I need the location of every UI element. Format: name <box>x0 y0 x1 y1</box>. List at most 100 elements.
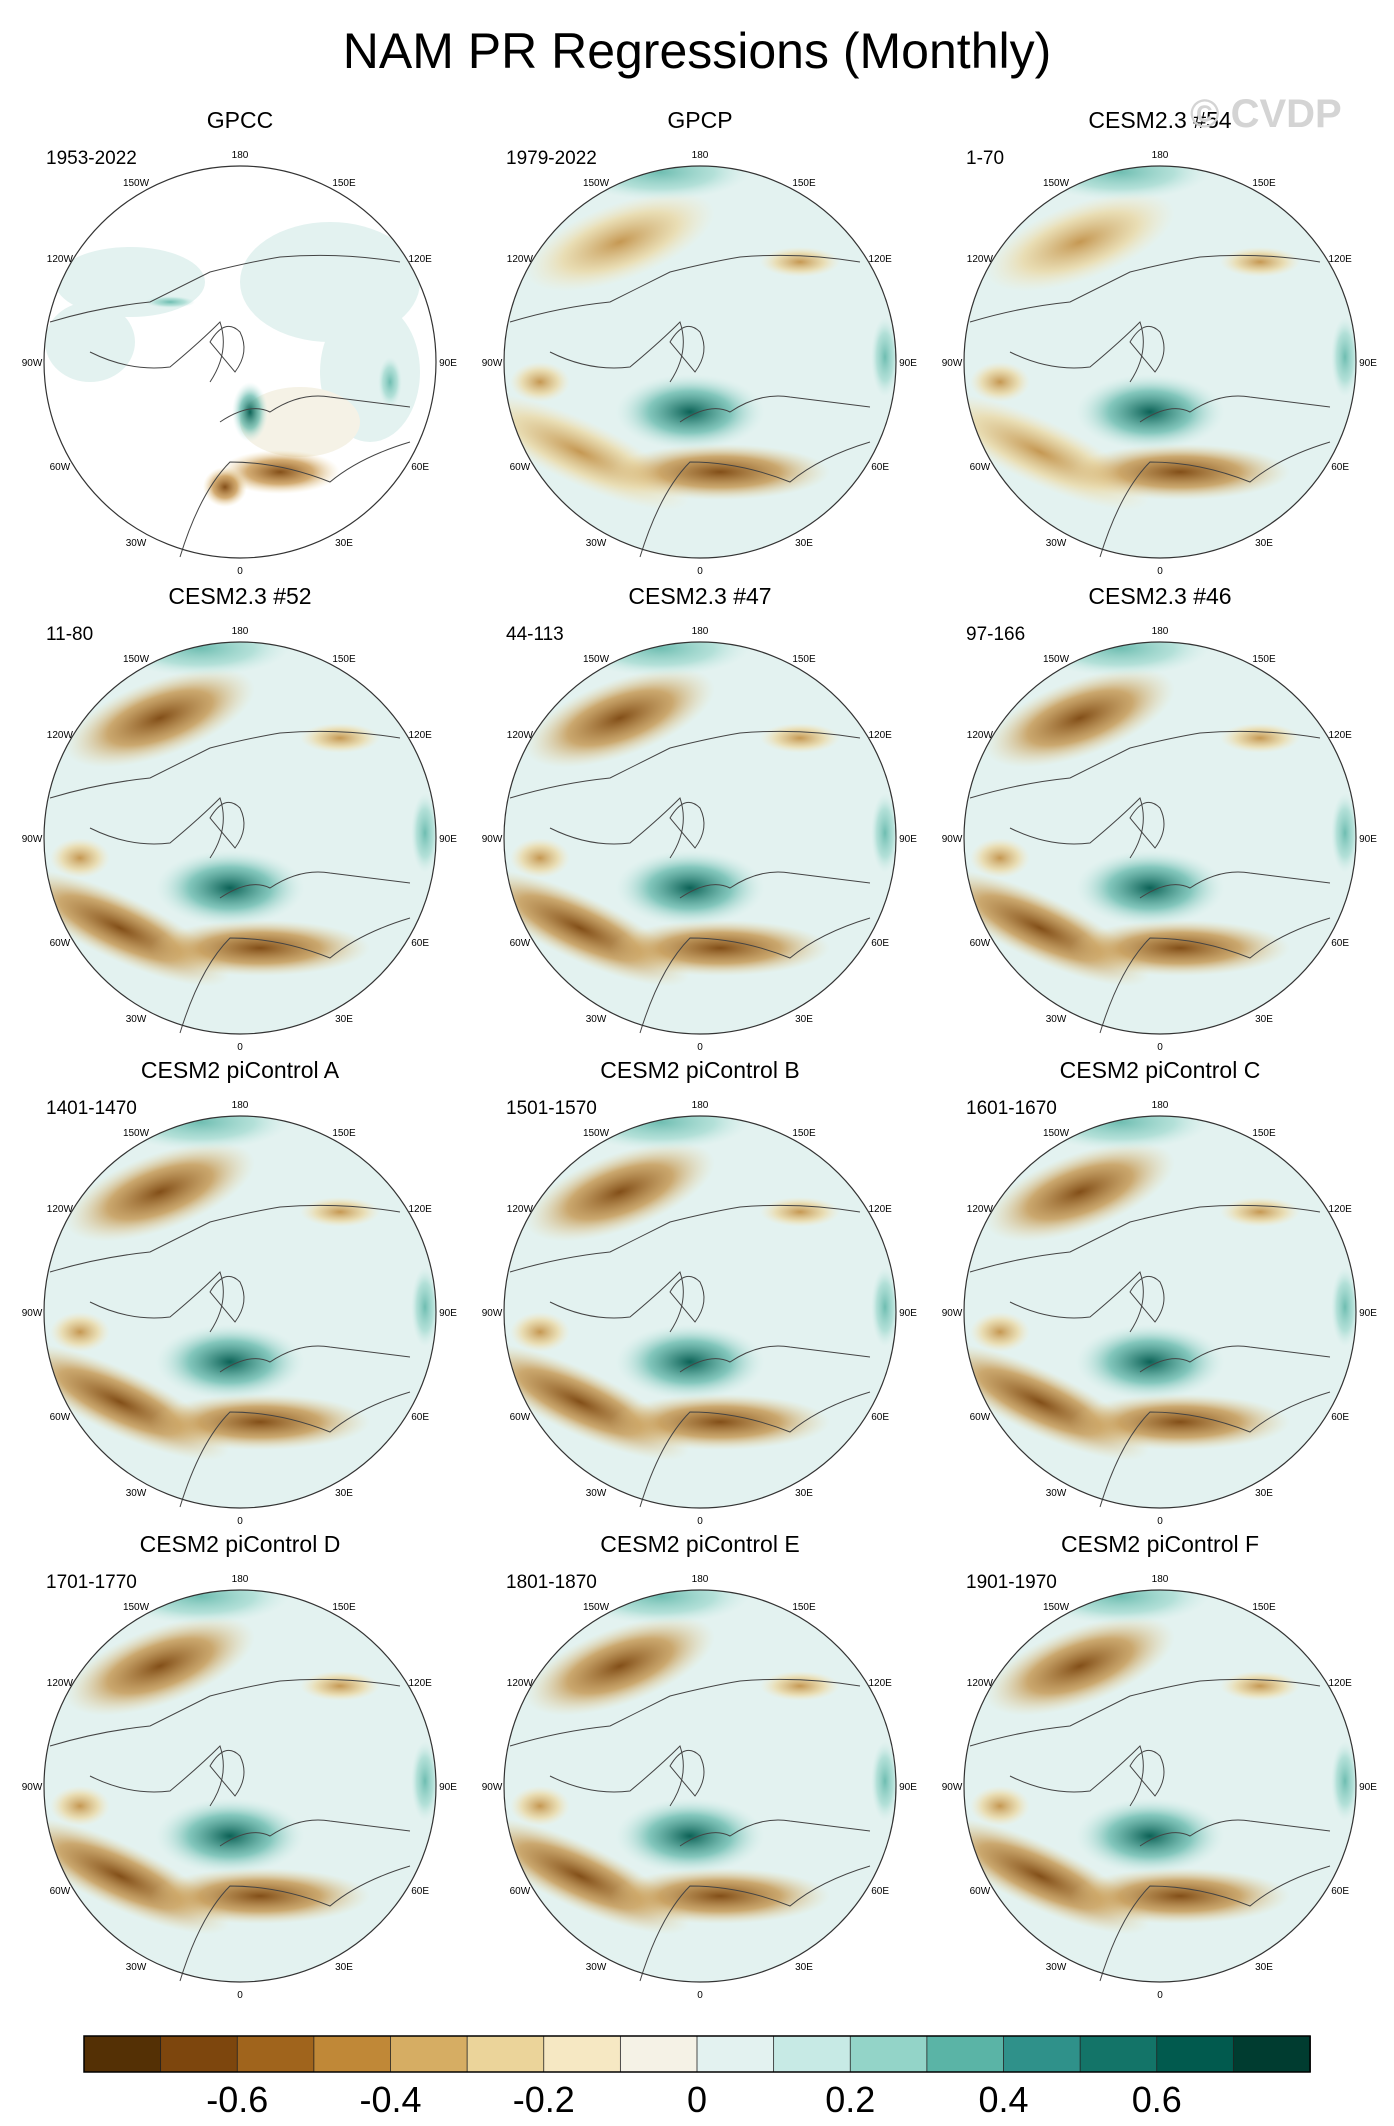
longitude-label: 90W <box>942 834 963 845</box>
longitude-label: 30E <box>1255 538 1273 549</box>
panel-title: CESM2.3 #52 <box>168 583 311 609</box>
coastlines <box>969 1204 1331 1508</box>
longitude-label: 30W <box>586 1962 607 1973</box>
longitude-label: 120W <box>507 730 534 741</box>
longitude-label: 90E <box>439 358 457 369</box>
colorbar-swatch <box>160 2035 239 2073</box>
longitude-label: 120W <box>47 1204 74 1215</box>
coastlines <box>49 730 411 1034</box>
longitude-label: 150W <box>123 1128 150 1139</box>
longitude-label: 90E <box>439 1782 457 1793</box>
longitude-label: 180 <box>692 626 709 637</box>
longitude-label: 120W <box>47 730 74 741</box>
figure-title: NAM PR Regressions (Monthly) <box>342 23 1052 79</box>
longitude-label: 60W <box>510 462 531 473</box>
longitude-label: 150E <box>792 654 816 665</box>
longitude-label: 30W <box>126 1488 147 1499</box>
regression-field <box>44 1116 436 1461</box>
longitude-label: 0 <box>1157 1990 1163 2001</box>
longitude-label: 0 <box>697 566 703 577</box>
longitude-label: 150E <box>332 1602 356 1613</box>
longitude-label: 30E <box>1255 1488 1273 1499</box>
coastlines <box>509 254 871 558</box>
period-label: 1601-1670 <box>966 1098 1057 1119</box>
colorbar-swatch <box>83 2035 162 2073</box>
longitude-label: 60W <box>510 1886 531 1897</box>
longitude-label: 150E <box>332 178 356 189</box>
map-boundary <box>43 1589 437 1983</box>
map-panel: 180 150E 120E 90E 60E 30E 0 30W 60W 90W 120W 150W CE… <box>942 1057 1378 1527</box>
colorbar-swatch <box>849 2035 928 2073</box>
longitude-label: 150W <box>583 654 610 665</box>
longitude-label: 90W <box>22 834 43 845</box>
longitude-label: 30W <box>126 538 147 549</box>
map-boundary <box>963 165 1357 559</box>
longitude-label: 120W <box>507 254 534 265</box>
longitude-label: 150E <box>332 654 356 665</box>
longitude-label: 60E <box>1331 1412 1349 1423</box>
longitude-label: 150W <box>1043 178 1070 189</box>
longitude-label: 60E <box>411 462 429 473</box>
longitude-label: 30E <box>1255 1962 1273 1973</box>
regression-field <box>44 222 420 558</box>
map-boundary <box>963 1589 1357 1983</box>
longitude-label: 180 <box>232 150 249 161</box>
longitude-label: 150W <box>1043 654 1070 665</box>
longitude-label: 90E <box>1359 834 1377 845</box>
panel-title: CESM2 piControl E <box>600 1531 799 1557</box>
longitude-label: 90E <box>1359 1782 1377 1793</box>
longitude-label: 90E <box>899 1308 917 1319</box>
coastlines <box>49 1204 411 1508</box>
coastlines <box>509 1678 871 1982</box>
colorbar-tick-label: 0.4 <box>978 2079 1028 2120</box>
period-label: 97-166 <box>966 624 1025 645</box>
coastlines <box>509 1204 871 1508</box>
longitude-label: 150E <box>792 1602 816 1613</box>
longitude-label: 120W <box>967 1678 994 1689</box>
coastlines <box>49 1678 411 1982</box>
longitude-label: 90E <box>1359 358 1377 369</box>
longitude-label: 180 <box>1152 1574 1169 1585</box>
map-boundary <box>43 1115 437 1509</box>
longitude-label: 90E <box>1359 1308 1377 1319</box>
map-panel: 180 150E 120E 90E 60E 30E 0 30W 60W 90W 120W 150W CE… <box>22 1057 458 1527</box>
longitude-label: 180 <box>232 1574 249 1585</box>
longitude-label: 150E <box>792 178 816 189</box>
longitude-label: 0 <box>1157 1516 1163 1527</box>
map-panel: 180 150E 120E 90E 60E 30E 0 30W 60W 90W 120W 150W GP… <box>22 107 458 577</box>
colorbar-tick-label: 0 <box>687 2079 707 2120</box>
longitude-label: 30E <box>795 538 813 549</box>
longitude-label: 30W <box>126 1962 147 1973</box>
map-boundary <box>43 641 437 1035</box>
colorbar-swatch <box>926 2035 1005 2073</box>
regression-field <box>504 1590 896 1935</box>
map-boundary <box>503 1115 897 1509</box>
longitude-label: 60W <box>970 938 991 949</box>
coastlines <box>969 1678 1331 1982</box>
longitude-label: 90W <box>942 358 963 369</box>
longitude-label: 150W <box>123 178 150 189</box>
longitude-label: 90W <box>22 358 43 369</box>
colorbar-swatch <box>1079 2035 1158 2073</box>
colorbar-tick-label: -0.4 <box>359 2079 421 2120</box>
longitude-label: 150W <box>123 654 150 665</box>
longitude-label: 90E <box>899 834 917 845</box>
longitude-label: 60W <box>970 1886 991 1897</box>
longitude-label: 0 <box>237 1042 243 1053</box>
longitude-label: 150W <box>123 1602 150 1613</box>
period-label: 1953-2022 <box>46 148 137 169</box>
longitude-label: 30E <box>335 1488 353 1499</box>
colorbar-swatch <box>1156 2035 1235 2073</box>
longitude-label: 150W <box>583 1602 610 1613</box>
colorbar-swatch <box>1232 2035 1311 2073</box>
longitude-label: 90W <box>22 1308 43 1319</box>
longitude-label: 60E <box>1331 938 1349 949</box>
longitude-label: 60E <box>871 938 889 949</box>
colorbar-swatch <box>1003 2035 1082 2073</box>
longitude-label: 90W <box>22 1782 43 1793</box>
longitude-label: 180 <box>692 1100 709 1111</box>
longitude-label: 0 <box>697 1042 703 1053</box>
longitude-label: 60W <box>510 1412 531 1423</box>
panel-title: CESM2.3 #47 <box>628 583 771 609</box>
longitude-label: 120E <box>1328 730 1352 741</box>
